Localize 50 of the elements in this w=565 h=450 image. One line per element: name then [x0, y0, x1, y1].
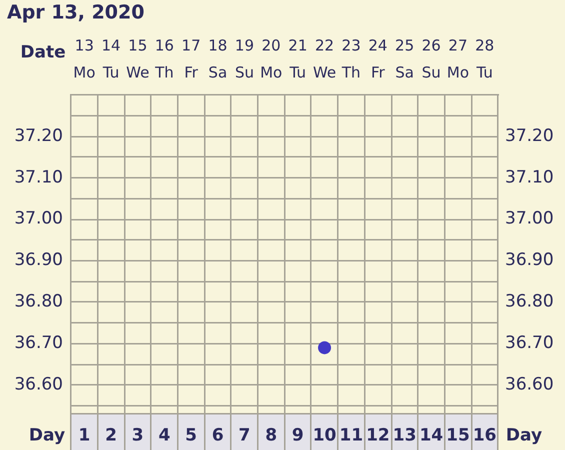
- x-tick-label: 4: [158, 426, 170, 446]
- x-tick-label: 16: [472, 426, 496, 446]
- x2-tick-label: 25 Sa: [395, 36, 414, 82]
- y2-tick-label: 37.00: [505, 208, 554, 229]
- x2-tick-label: 27 Mo: [446, 36, 470, 82]
- y-tick-label: 36.80: [14, 292, 63, 312]
- text: Day: [506, 425, 542, 446]
- x2-tick-label: 16 Th: [154, 36, 174, 82]
- x-tick-label: 15: [446, 426, 470, 446]
- y2-tick-label: 37.10: [505, 167, 554, 188]
- x2-tick-label: 17 Fr: [182, 36, 201, 82]
- x2-tick-label: 14 Tu: [101, 36, 121, 82]
- y-tick-label: 37.20: [14, 126, 63, 146]
- y2-tick-label: 37.20: [505, 126, 554, 146]
- chart-title: Apr 13, 2020: [7, 1, 144, 24]
- x2-tick-label: 21 Tu: [288, 36, 308, 82]
- x-tick-label: 3: [132, 426, 144, 446]
- y-tick-label: 36.70: [14, 332, 63, 353]
- x-tick-label: 9: [292, 426, 304, 446]
- y-tick-label: 37.10: [14, 167, 63, 188]
- x-tick-label: 5: [185, 426, 198, 446]
- x2-tick-label: 13 Mo: [73, 36, 96, 82]
- y2-tick-label: 36.70: [505, 332, 554, 353]
- y2-tick-label: 36.90: [505, 250, 554, 270]
- x2-axis-title: Date: [20, 42, 66, 62]
- x2-tick-label: 23 Th: [340, 36, 361, 82]
- x-tick-label: 2: [105, 426, 117, 446]
- x2-tick-label: 26 Su: [422, 36, 441, 82]
- x2-tick-label: 15 We: [126, 36, 150, 82]
- x-tick-label: 8: [265, 426, 278, 446]
- x2-tick-label: 20 Mo: [260, 36, 282, 82]
- x-tick-label: 6: [212, 426, 224, 446]
- x2-tick-label: 24 Fr: [368, 36, 388, 82]
- x-tick-label: 14: [419, 426, 444, 446]
- y-tick-label: 36.90: [14, 250, 63, 270]
- x-tick-label: 10: [312, 426, 337, 446]
- x2-tick-label: 19 Su: [234, 36, 254, 82]
- y2-tick-label: 36.80: [505, 292, 554, 312]
- x2-tick-label: 18 Sa: [208, 36, 228, 82]
- x2-tick-label: 22 We: [312, 36, 336, 82]
- x-tick-label: 7: [238, 426, 250, 446]
- y-tick-label: 37.00: [14, 208, 63, 229]
- x-tick-label: 13: [392, 426, 416, 446]
- x-tick-label: 12: [366, 426, 390, 446]
- x-tick-label: 11: [339, 426, 364, 446]
- y2-tick-label: 36.60: [505, 374, 554, 394]
- y-tick-label: 36.60: [14, 374, 63, 394]
- x2-tick-label: 28 Tu: [475, 36, 494, 82]
- x-axis-title: Day: [28, 425, 66, 446]
- x-tick-label: 1: [78, 426, 90, 446]
